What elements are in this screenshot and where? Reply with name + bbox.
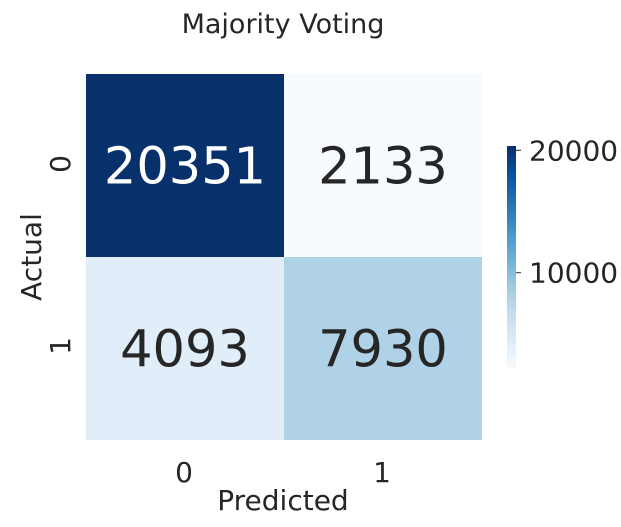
colorbar-gradient [507, 146, 516, 369]
x-tick-label-0: 0 [175, 456, 193, 489]
y-axis-label: Actual [15, 213, 48, 301]
heatmap-cell-0-1 [284, 74, 482, 257]
heatmap-cell-0-0 [86, 74, 284, 257]
colorbar-ticks: 10000 20000 [516, 134, 618, 290]
heatmap-cell-1-1 [284, 257, 482, 440]
y-tick-label-1: 1 [44, 337, 77, 355]
heatmap-cell-label-1-0: 4093 [120, 321, 250, 380]
heatmap-cells [86, 74, 482, 440]
heatmap-cell-labels: 20351 2133 4093 7930 [104, 138, 448, 380]
y-axis: 0 1 Actual [15, 155, 77, 355]
x-axis: 0 1 Predicted [175, 456, 391, 517]
x-axis-label: Predicted [217, 484, 348, 517]
colorbar-tick-label-0: 10000 [529, 257, 618, 290]
heatmap-cell-label-0-1: 2133 [318, 138, 448, 197]
heatmap-cell-1-0 [86, 257, 284, 440]
heatmap-cell-label-0-0: 20351 [104, 138, 266, 197]
colorbar: 10000 20000 [507, 134, 618, 369]
heatmap-cell-label-1-1: 7930 [318, 321, 448, 380]
colorbar-tick-label-1: 20000 [529, 134, 618, 167]
x-tick-label-1: 1 [373, 456, 391, 489]
y-tick-label-0: 0 [44, 155, 77, 173]
chart-title: Majority Voting [182, 9, 385, 40]
